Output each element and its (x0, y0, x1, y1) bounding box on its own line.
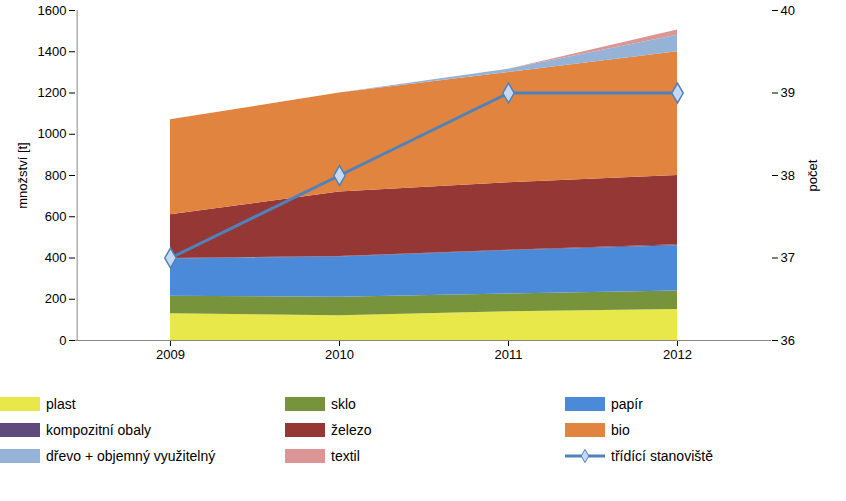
svg-text:1600: 1600 (38, 3, 67, 18)
svg-text:1200: 1200 (38, 85, 67, 100)
svg-text:počet: počet (805, 159, 820, 191)
svg-text:600: 600 (45, 209, 67, 224)
svg-text:1000: 1000 (38, 126, 67, 141)
svg-text:200: 200 (45, 291, 67, 306)
html-text:železo: železo (331, 422, 372, 438)
html-text:kompozitní obaly: kompozitní obaly (46, 422, 152, 438)
html-text:dřevo + objemný využitelný: dřevo + objemný využitelný (46, 448, 216, 464)
html-text:sklo: sklo (331, 396, 356, 412)
svg-text:2012: 2012 (663, 347, 692, 362)
svg-text:0: 0 (59, 333, 66, 348)
svg-text:39: 39 (781, 85, 795, 100)
html-text:plast: plast (46, 396, 76, 412)
svg-text:2011: 2011 (495, 347, 523, 362)
svg-text:36: 36 (781, 333, 795, 348)
svg-text:40: 40 (781, 3, 795, 18)
svg-text:37: 37 (781, 250, 795, 265)
svg-text:38: 38 (781, 168, 795, 183)
html-text:třídící stanoviště: třídící stanoviště (611, 448, 713, 464)
html-text:papír: papír (611, 396, 643, 412)
svg-text:množství [t]: množství [t] (15, 142, 30, 208)
svg-text:2010: 2010 (325, 347, 354, 362)
svg-text:2009: 2009 (156, 347, 185, 362)
svg-text:800: 800 (45, 168, 67, 183)
svg-text:1400: 1400 (38, 44, 67, 59)
html-text:textil: textil (331, 448, 360, 464)
html-text:bio: bio (611, 422, 630, 438)
svg-text:400: 400 (45, 250, 67, 265)
